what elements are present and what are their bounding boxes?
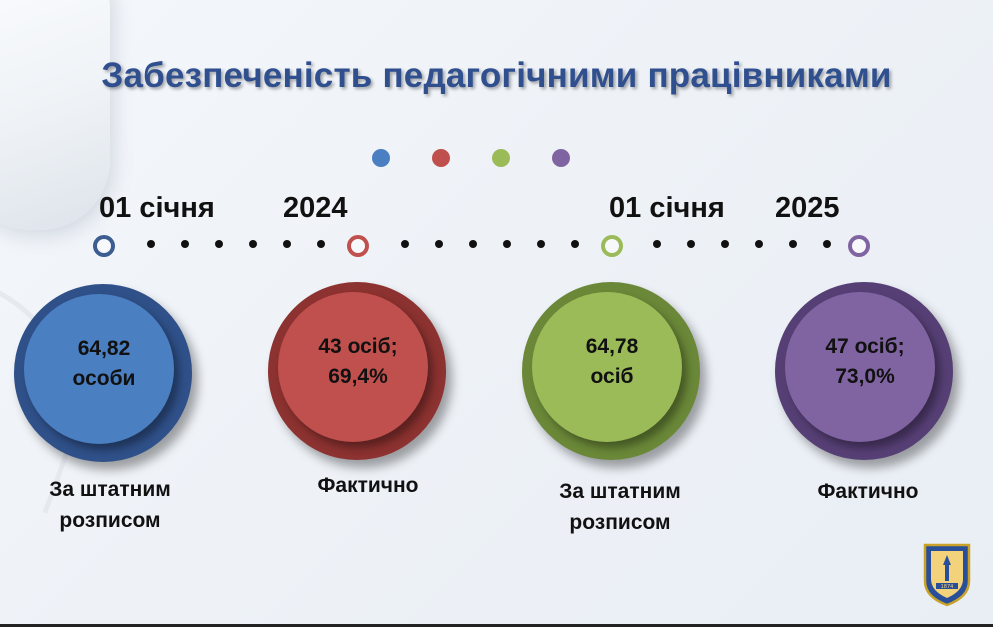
timeline-dot (181, 240, 189, 248)
timeline-dot (317, 240, 325, 248)
legend-dot-green (492, 149, 510, 167)
value-circle-1-line1: 64,82 (77, 337, 131, 360)
timeline-dot (283, 240, 291, 248)
caption-1-line1: За штатним (49, 478, 171, 501)
timeline-dot (537, 240, 545, 248)
value-circle-1-line2: особи (72, 367, 136, 390)
timeline-marker-red (347, 235, 369, 257)
value-circle-3-line2: осіб (590, 365, 634, 388)
timeline-marker-purple (848, 235, 870, 257)
timeline-marker-blue (93, 235, 115, 257)
timeline-marker-green (601, 235, 623, 257)
value-circle-4-face: 47 осіб; 73,0% (785, 292, 935, 442)
value-circle-2-line2: 69,4% (328, 365, 388, 388)
period-2024-year: 2024 (283, 192, 348, 224)
caption-3: За штатним розписом (510, 476, 730, 538)
value-circle-4-text: 47 осіб; 73,0% (785, 332, 945, 392)
caption-2-line1: Фактично (317, 474, 419, 497)
caption-4-line1: Фактично (817, 480, 919, 503)
slide-title: Забезпеченість педагогічними працівникам… (101, 56, 892, 95)
value-circle-2-text: 43 осіб; 69,4% (278, 332, 438, 392)
legend-dot-blue (372, 149, 390, 167)
timeline-dot (435, 240, 443, 248)
caption-4: Фактично (758, 476, 978, 507)
timeline-dot (215, 240, 223, 248)
value-circle-3-line1: 64,78 (585, 335, 639, 358)
value-circle-2: 43 осіб; 69,4% (268, 282, 446, 460)
color-legend (372, 149, 570, 167)
decorative-mouse (0, 0, 110, 230)
timeline-dot (755, 240, 763, 248)
timeline-dot (789, 240, 797, 248)
value-circle-1: 64,82 особи (14, 284, 192, 462)
timeline-dot (721, 240, 729, 248)
university-emblem-icon: 1874 (921, 541, 973, 607)
caption-1-line2: розписом (59, 509, 161, 532)
value-circle-4-line2: 73,0% (835, 365, 895, 388)
bottom-border (0, 624, 993, 627)
legend-dot-purple (552, 149, 570, 167)
timeline-dot (249, 240, 257, 248)
legend-dot-red (432, 149, 450, 167)
value-circle-3-text: 64,78 осіб (532, 332, 692, 392)
period-2025-day: 01 січня (609, 192, 725, 224)
value-circle-3-face: 64,78 осіб (532, 292, 682, 442)
caption-1: За штатним розписом (0, 474, 220, 536)
value-circle-2-face: 43 осіб; 69,4% (278, 292, 428, 442)
value-circle-1-text: 64,82 особи (24, 334, 184, 394)
timeline-dot (469, 240, 477, 248)
value-circle-2-line1: 43 осіб; (318, 335, 398, 358)
caption-2: Фактично (258, 470, 478, 501)
period-2024-day: 01 січня (99, 192, 215, 224)
timeline-dot (503, 240, 511, 248)
period-2025-year: 2025 (775, 192, 840, 224)
timeline-dot (823, 240, 831, 248)
timeline-dot (571, 240, 579, 248)
timeline-dot (653, 240, 661, 248)
value-circle-4: 47 осіб; 73,0% (775, 282, 953, 460)
timeline-dot (401, 240, 409, 248)
timeline-dot (147, 240, 155, 248)
svg-text:1874: 1874 (941, 584, 954, 590)
value-circle-3: 64,78 осіб (522, 282, 700, 460)
caption-3-line1: За штатним (559, 480, 681, 503)
caption-3-line2: розписом (569, 511, 671, 534)
value-circle-1-face: 64,82 особи (24, 294, 174, 444)
timeline-dot (687, 240, 695, 248)
value-circle-4-line1: 47 осіб; (825, 335, 905, 358)
